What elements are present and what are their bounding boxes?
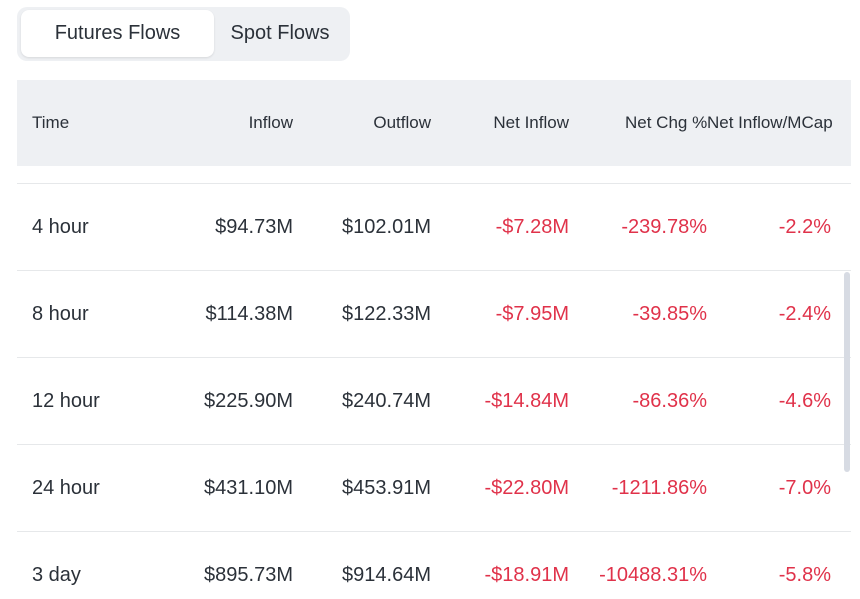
table-row: 4 hour $94.73M $102.01M -$7.28M -239.78% -2.2… [17, 184, 851, 271]
cell-net-inflow: -$18.91M [484, 564, 570, 586]
table-row: 12 hour $225.90M $240.74M -$14.84M -86.36% -4… [17, 358, 851, 445]
tab-spot-flows[interactable]: Spot Flows [230, 22, 330, 44]
cell-net-chg: -1211.86% [611, 477, 707, 499]
header-net-inflow-mcap: Net Inflow/MCap [707, 113, 833, 132]
cell-inflow: $225.90M [204, 390, 293, 412]
cell-net-inflow-mcap: -7.0% [778, 477, 831, 499]
cell-net-inflow: -$22.80M [484, 477, 570, 499]
header-net-chg: Net Chg % [625, 113, 708, 132]
cell-net-inflow: -$7.28M [495, 216, 569, 238]
cell-net-inflow: -$14.84M [484, 390, 570, 412]
cell-time: 3 day [32, 564, 81, 586]
cell-outflow: $914.64M [342, 564, 431, 586]
cell-outflow: $102.01M [342, 216, 431, 238]
table-row: 8 hour $114.38M $122.33M -$7.95M -39.85% -2.4… [17, 271, 851, 358]
table-scrollbar[interactable] [844, 272, 850, 472]
header-outflow: Outflow [373, 113, 431, 132]
cell-net-inflow: -$7.95M [495, 303, 569, 325]
cell-net-chg: -239.78% [621, 216, 707, 238]
table-row: 24 hour $431.10M $453.91M -$22.80M -1211.86%… [17, 445, 851, 532]
cell-outflow: $122.33M [342, 303, 431, 325]
table-row: 3 day $895.73M $914.64M -$18.91M -10488.31% -… [17, 532, 851, 599]
flow-type-tabs: Futures Flows Spot Flows [17, 7, 350, 61]
cell-inflow: $431.10M [204, 477, 293, 499]
cell-net-chg: -86.36% [632, 390, 708, 412]
cell-outflow: $453.91M [342, 477, 431, 499]
header-net-inflow: Net Inflow [493, 113, 569, 132]
cell-outflow: $240.74M [342, 390, 431, 412]
cell-net-inflow-mcap: -2.2% [778, 216, 831, 238]
table-header: Time Inflow Outflow Net Inflow Net Chg %… [17, 80, 851, 166]
cell-time: 12 hour [32, 390, 100, 412]
cell-net-inflow-mcap: -4.6% [778, 390, 831, 412]
header-time: Time [32, 113, 70, 132]
cell-inflow: $895.73M [204, 564, 293, 586]
cell-net-inflow-mcap: -5.8% [778, 564, 831, 586]
cell-time: 4 hour [32, 216, 89, 238]
cell-time: 8 hour [32, 303, 89, 325]
cell-net-inflow-mcap: -2.4% [778, 303, 831, 325]
row-divider [17, 183, 851, 184]
cell-inflow: $94.73M [215, 216, 293, 238]
cell-inflow: $114.38M [205, 303, 293, 325]
cell-time: 24 hour [32, 477, 100, 499]
cell-net-chg: -39.85% [632, 303, 708, 325]
cell-net-chg: -10488.31% [599, 564, 707, 586]
header-inflow: Inflow [248, 113, 293, 132]
tab-futures-flows[interactable]: Futures Flows [21, 10, 214, 57]
